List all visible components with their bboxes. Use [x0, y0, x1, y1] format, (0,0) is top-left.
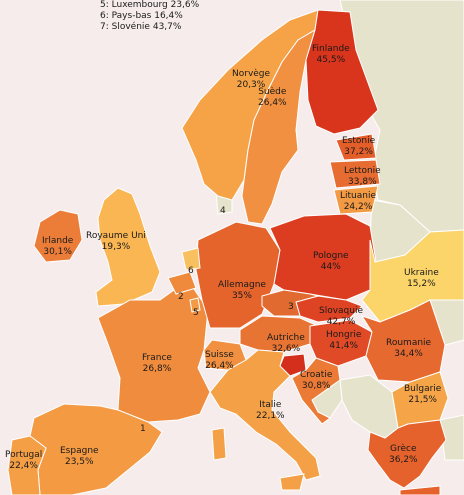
label-suede: Suède 26,4%	[258, 87, 287, 108]
country-irlande	[33, 209, 83, 263]
country-lituanie	[333, 185, 379, 215]
country-lettonie	[329, 159, 381, 189]
country-allemagne	[195, 221, 281, 329]
turkey-area	[439, 414, 464, 461]
label-croatie: Croatie 30,8%	[300, 370, 333, 391]
marker-6: 6	[188, 266, 194, 276]
country-ukraine	[361, 229, 464, 323]
label-autriche: Autriche 32,6%	[267, 333, 305, 354]
marker-3: 3	[288, 302, 294, 312]
country-belgique	[167, 271, 197, 295]
island-crete	[399, 485, 441, 495]
label-slovaquie: Slovaquie 42,7%	[319, 306, 364, 327]
country-croatie	[291, 357, 341, 425]
label-finlande: Finlande 45,5%	[312, 44, 350, 65]
island-sardaigne	[211, 427, 227, 461]
country-luxembourg	[189, 297, 201, 313]
country-estonie	[335, 133, 377, 161]
label-espagne: Espagne 23,5%	[60, 446, 99, 467]
legend: 5: Luxembourg 23,6% 6: Pays-bas 16,4% 7:…	[100, 0, 199, 33]
marker-5: 5	[193, 308, 199, 318]
label-lituanie: Lituanie 24,2%	[340, 191, 377, 212]
label-portugal: Portugal 22,4%	[5, 450, 43, 471]
country-portugal	[7, 435, 47, 495]
country-finlande	[305, 9, 379, 135]
label-roumanie: Roumanie 34,4%	[386, 338, 432, 359]
legend-item: 7: Slovénie 43,7%	[100, 22, 182, 32]
country-pays-bas	[181, 247, 201, 271]
marker-2: 2	[178, 292, 184, 302]
label-allemagne: Allemagne 35%	[218, 280, 266, 301]
label-hongrie: Hongrie 41,4%	[326, 330, 362, 351]
marker-4: 4	[220, 206, 226, 216]
label-lettonie: Lettonie 33,8%	[344, 166, 381, 187]
label-pologne: Pologne 44%	[313, 251, 349, 272]
island-sicile	[279, 473, 305, 491]
country-slovaquie	[295, 295, 363, 323]
country-tcheque	[261, 289, 320, 317]
country-pologne	[269, 213, 377, 301]
country-hongrie	[309, 319, 373, 367]
label-italie: Italie 22,1%	[256, 400, 285, 421]
label-royaumeuni: Royaume Uni 19,3%	[86, 231, 146, 252]
legend-item: 5: Luxembourg 23,6%	[100, 0, 200, 10]
no-data-areas	[215, 0, 464, 461]
label-irlande: Irlande 30,1%	[42, 236, 74, 257]
label-ukraine: Ukraine 15,2%	[404, 268, 439, 289]
label-suisse: Suisse 26,4%	[205, 350, 234, 371]
label-france: France 26,8%	[142, 353, 172, 374]
label-grece: Grèce 36,2%	[389, 444, 418, 465]
country-suede	[241, 28, 316, 225]
marker-1: 1	[140, 424, 146, 434]
label-norvege: Norvège 20,3%	[232, 69, 271, 90]
country-grece	[367, 419, 447, 489]
label-bulgarie: Bulgarie 21,5%	[404, 384, 442, 405]
label-estonie: Estonie 37,2%	[342, 136, 376, 157]
country-italie	[209, 349, 321, 481]
legend-item: 6: Pays-bas 16,4%	[100, 11, 183, 21]
